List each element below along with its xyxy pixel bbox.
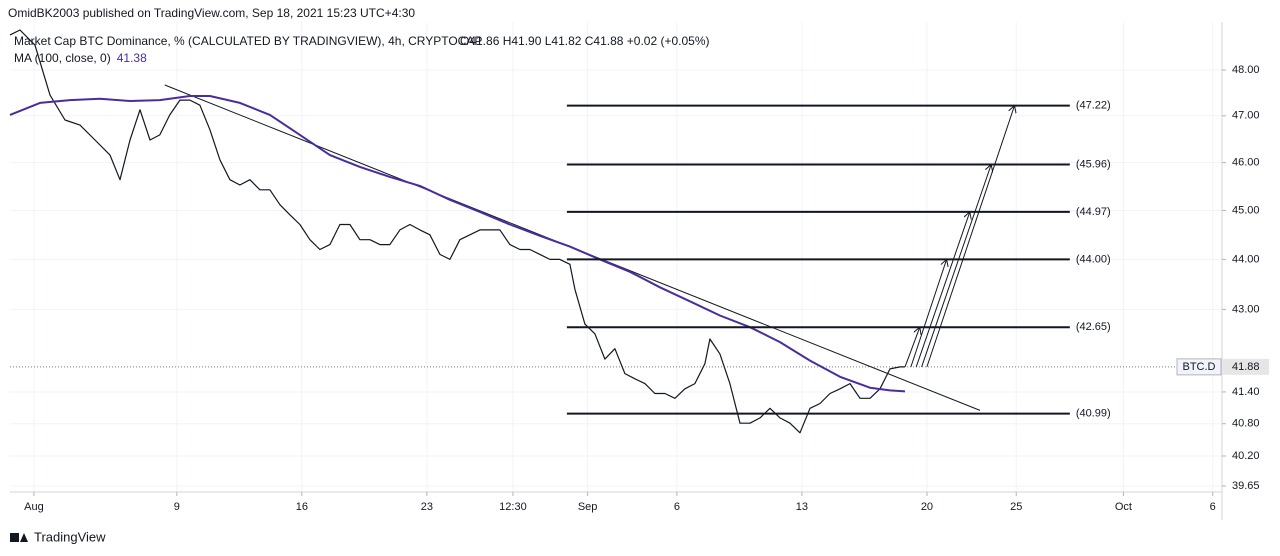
ohlc: O41.86 H41.90 L41.82 C41.88 +0.02 (+0.05… <box>460 34 710 48</box>
plot: (47.22) (45.96) (44.97) (44.00) (42.65) (40.9… <box>9 29 1111 434</box>
x-tick-label: Oct <box>1115 501 1132 513</box>
series-line <box>9 95 906 393</box>
y-tick-label: 45.00 <box>1232 204 1260 216</box>
x-tick-label: 9 <box>174 501 180 513</box>
series-line <box>9 29 905 434</box>
projection-arrow <box>910 259 947 368</box>
x-tick-label: Aug <box>24 501 44 513</box>
header: OmidBK2003 published on TradingView.com,… <box>8 6 415 20</box>
y-tick-label: 46.00 <box>1232 157 1260 169</box>
level-label: (45.96) <box>1076 158 1111 170</box>
level-label: (47.22) <box>1076 100 1111 112</box>
y-tick-label: 47.00 <box>1232 110 1260 122</box>
projection-arrow <box>904 327 920 368</box>
x-tick-label: Sep <box>578 501 598 513</box>
projection-arrow <box>921 165 992 368</box>
y-tick-label: 41.40 <box>1232 386 1260 398</box>
indicator-label: MA (100, close, 0) <box>14 51 111 65</box>
x-tick-label: 16 <box>296 501 308 513</box>
x-tick-label: 25 <box>1010 501 1022 513</box>
axes: 48.00 47.00 46.00 45.00 44.00 43.00 41.40 40.80… <box>24 64 1269 513</box>
x-tick-label: 6 <box>674 501 680 513</box>
level-label: (44.00) <box>1076 253 1111 265</box>
symbol-tag <box>1176 358 1222 376</box>
projection-arrow <box>915 212 970 368</box>
x-tick-label: 13 <box>796 501 808 513</box>
y-tick-label: 48.00 <box>1232 64 1260 76</box>
y-tick-label: 44.00 <box>1232 253 1260 265</box>
level-label: (42.65) <box>1076 321 1111 333</box>
x-tick-label: 12:30 <box>499 501 527 513</box>
x-tick-label: 6 <box>1210 501 1216 513</box>
symbol-tag-label: BTC.D <box>1183 361 1216 373</box>
footer-logo <box>10 533 28 542</box>
price-tag <box>1223 358 1269 375</box>
y-tick-label: 40.20 <box>1232 450 1260 462</box>
price-tag-label: 41.88 <box>1232 361 1260 373</box>
projection-arrow <box>926 106 1015 368</box>
x-tick-label: 23 <box>421 501 433 513</box>
x-tick-label: 20 <box>921 501 933 513</box>
y-tick-label: 39.65 <box>1232 480 1260 492</box>
level-label: (40.99) <box>1076 408 1111 420</box>
footer: TradingView <box>34 529 106 544</box>
chart-title: Market Cap BTC Dominance, % (CALCULATED … <box>14 34 482 48</box>
level-label: (44.97) <box>1076 206 1111 218</box>
y-tick-label: 43.00 <box>1232 303 1260 315</box>
y-tick-label: 40.80 <box>1232 418 1260 430</box>
indicator-value: 41.38 <box>117 51 147 65</box>
